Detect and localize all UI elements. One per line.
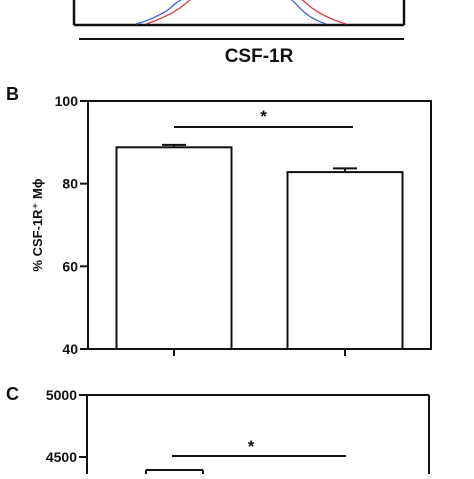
panel-b-bars <box>115 143 404 350</box>
y-tick-label: 40 <box>62 341 78 357</box>
panel-c-significance-label: * <box>248 437 255 456</box>
panel-c-letter: C <box>6 384 19 404</box>
y-tick-label: 100 <box>55 93 79 109</box>
bar <box>286 171 404 350</box>
panel-a-xlabel: CSF-1R <box>225 46 294 67</box>
panel-b-y-ticks: 40 60 80 100 <box>55 93 88 357</box>
panel-a-red-curve-right <box>301 0 347 25</box>
panel-b-ylabel: % CSF-1R⁺ Mϕ <box>30 178 45 271</box>
panel-a: CSF-1R <box>72 0 406 67</box>
bar <box>115 146 233 350</box>
panel-b-plot-frame <box>87 100 432 350</box>
panel-c-y-ticks: 4500 5000 <box>46 387 87 465</box>
y-tick-label: 4500 <box>46 449 77 465</box>
y-tick-label: 5000 <box>46 387 77 403</box>
panel-b-x-ticks <box>173 349 346 356</box>
panel-a-blue-curve-right <box>291 0 327 25</box>
panel-b-significance-label: * <box>260 107 267 126</box>
panel-b: B 40 60 80 100 * % CSF-1R⁺ Mϕ <box>6 84 432 357</box>
y-tick-label: 80 <box>62 176 78 192</box>
y-tick-label: 60 <box>62 258 78 274</box>
panel-c: C 4500 5000 * <box>6 384 430 474</box>
panel-a-blue-curve-left <box>135 0 182 25</box>
panel-a-red-curve-left <box>145 0 191 25</box>
panel-b-letter: B <box>6 84 19 104</box>
